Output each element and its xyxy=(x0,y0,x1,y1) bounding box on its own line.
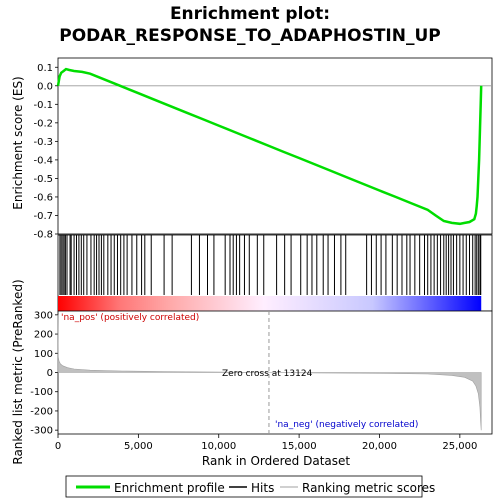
neg-correlated-label: 'na_neg' (negatively correlated) xyxy=(275,420,418,430)
es-y-tick-label: -0.1 xyxy=(33,100,53,111)
ranked-y-tick-label: -200 xyxy=(30,406,53,417)
pos-correlated-label: 'na_pos' (positively correlated) xyxy=(61,313,199,323)
ranked-heatmap-strip xyxy=(58,296,482,311)
legend-hits-label: Hits xyxy=(251,481,274,495)
hits-panel xyxy=(57,234,493,312)
es-y-axis-label: Enrichment score (ES) xyxy=(11,76,25,209)
x-axis-label: Rank in Ordered Dataset xyxy=(202,454,350,468)
es-y-tick-label: -0.3 xyxy=(33,137,53,148)
enrichment-profile-line xyxy=(56,67,483,226)
chart-subtitle: PODAR_RESPONSE_TO_ADAPHOSTIN_UP xyxy=(59,26,440,46)
es-y-tick-label: 0.0 xyxy=(37,81,53,92)
es-y-tick-label: -0.2 xyxy=(33,118,53,129)
chart-title: Enrichment plot: xyxy=(170,4,330,24)
es-panel: 0.1 0.0 -0.1 -0.2 -0.3 -0.4 -0.5 -0.6 -0.7 -0.8 xyxy=(33,57,493,241)
es-y-tick-label: -0.6 xyxy=(33,192,53,203)
es-y-tick-label: 0.1 xyxy=(37,63,53,74)
ranked-y-tick-label: 0 xyxy=(47,368,53,379)
x-tick-label: 10,000 xyxy=(201,441,236,452)
ranked-y-tick-label: 200 xyxy=(34,330,53,341)
es-plot-frame xyxy=(57,57,493,235)
ranked-y-tick-label: 100 xyxy=(34,349,53,360)
es-y-tick-label: -0.8 xyxy=(33,230,53,241)
ranked-y-tick-label: 300 xyxy=(34,310,53,321)
es-y-tick-label: -0.7 xyxy=(33,211,53,222)
legend-profile-label: Enrichment profile xyxy=(114,481,225,495)
x-tick-label: 20,000 xyxy=(362,441,397,452)
ranked-y-tick-label: -300 xyxy=(30,426,53,437)
x-tick-label: 5,000 xyxy=(124,441,153,452)
ranked-y-tick-label: -100 xyxy=(30,387,53,398)
ranking-metric-area xyxy=(57,314,482,431)
x-tick-label: 0 xyxy=(55,441,61,452)
es-y-tick-label: -0.4 xyxy=(33,155,53,166)
ranked-y-axis-label: Ranked list metric (PreRanked) xyxy=(11,279,25,464)
x-tick-label: 25,000 xyxy=(442,441,477,452)
zero-cross-label: Zero cross at 13124 xyxy=(222,369,313,379)
legend-metric-label: Ranking metric scores xyxy=(302,481,435,495)
legend: Enrichment profile Hits Ranking metric s… xyxy=(65,475,435,498)
x-tick-label: 15,000 xyxy=(282,441,317,452)
es-y-tick-label: -0.5 xyxy=(33,174,53,185)
